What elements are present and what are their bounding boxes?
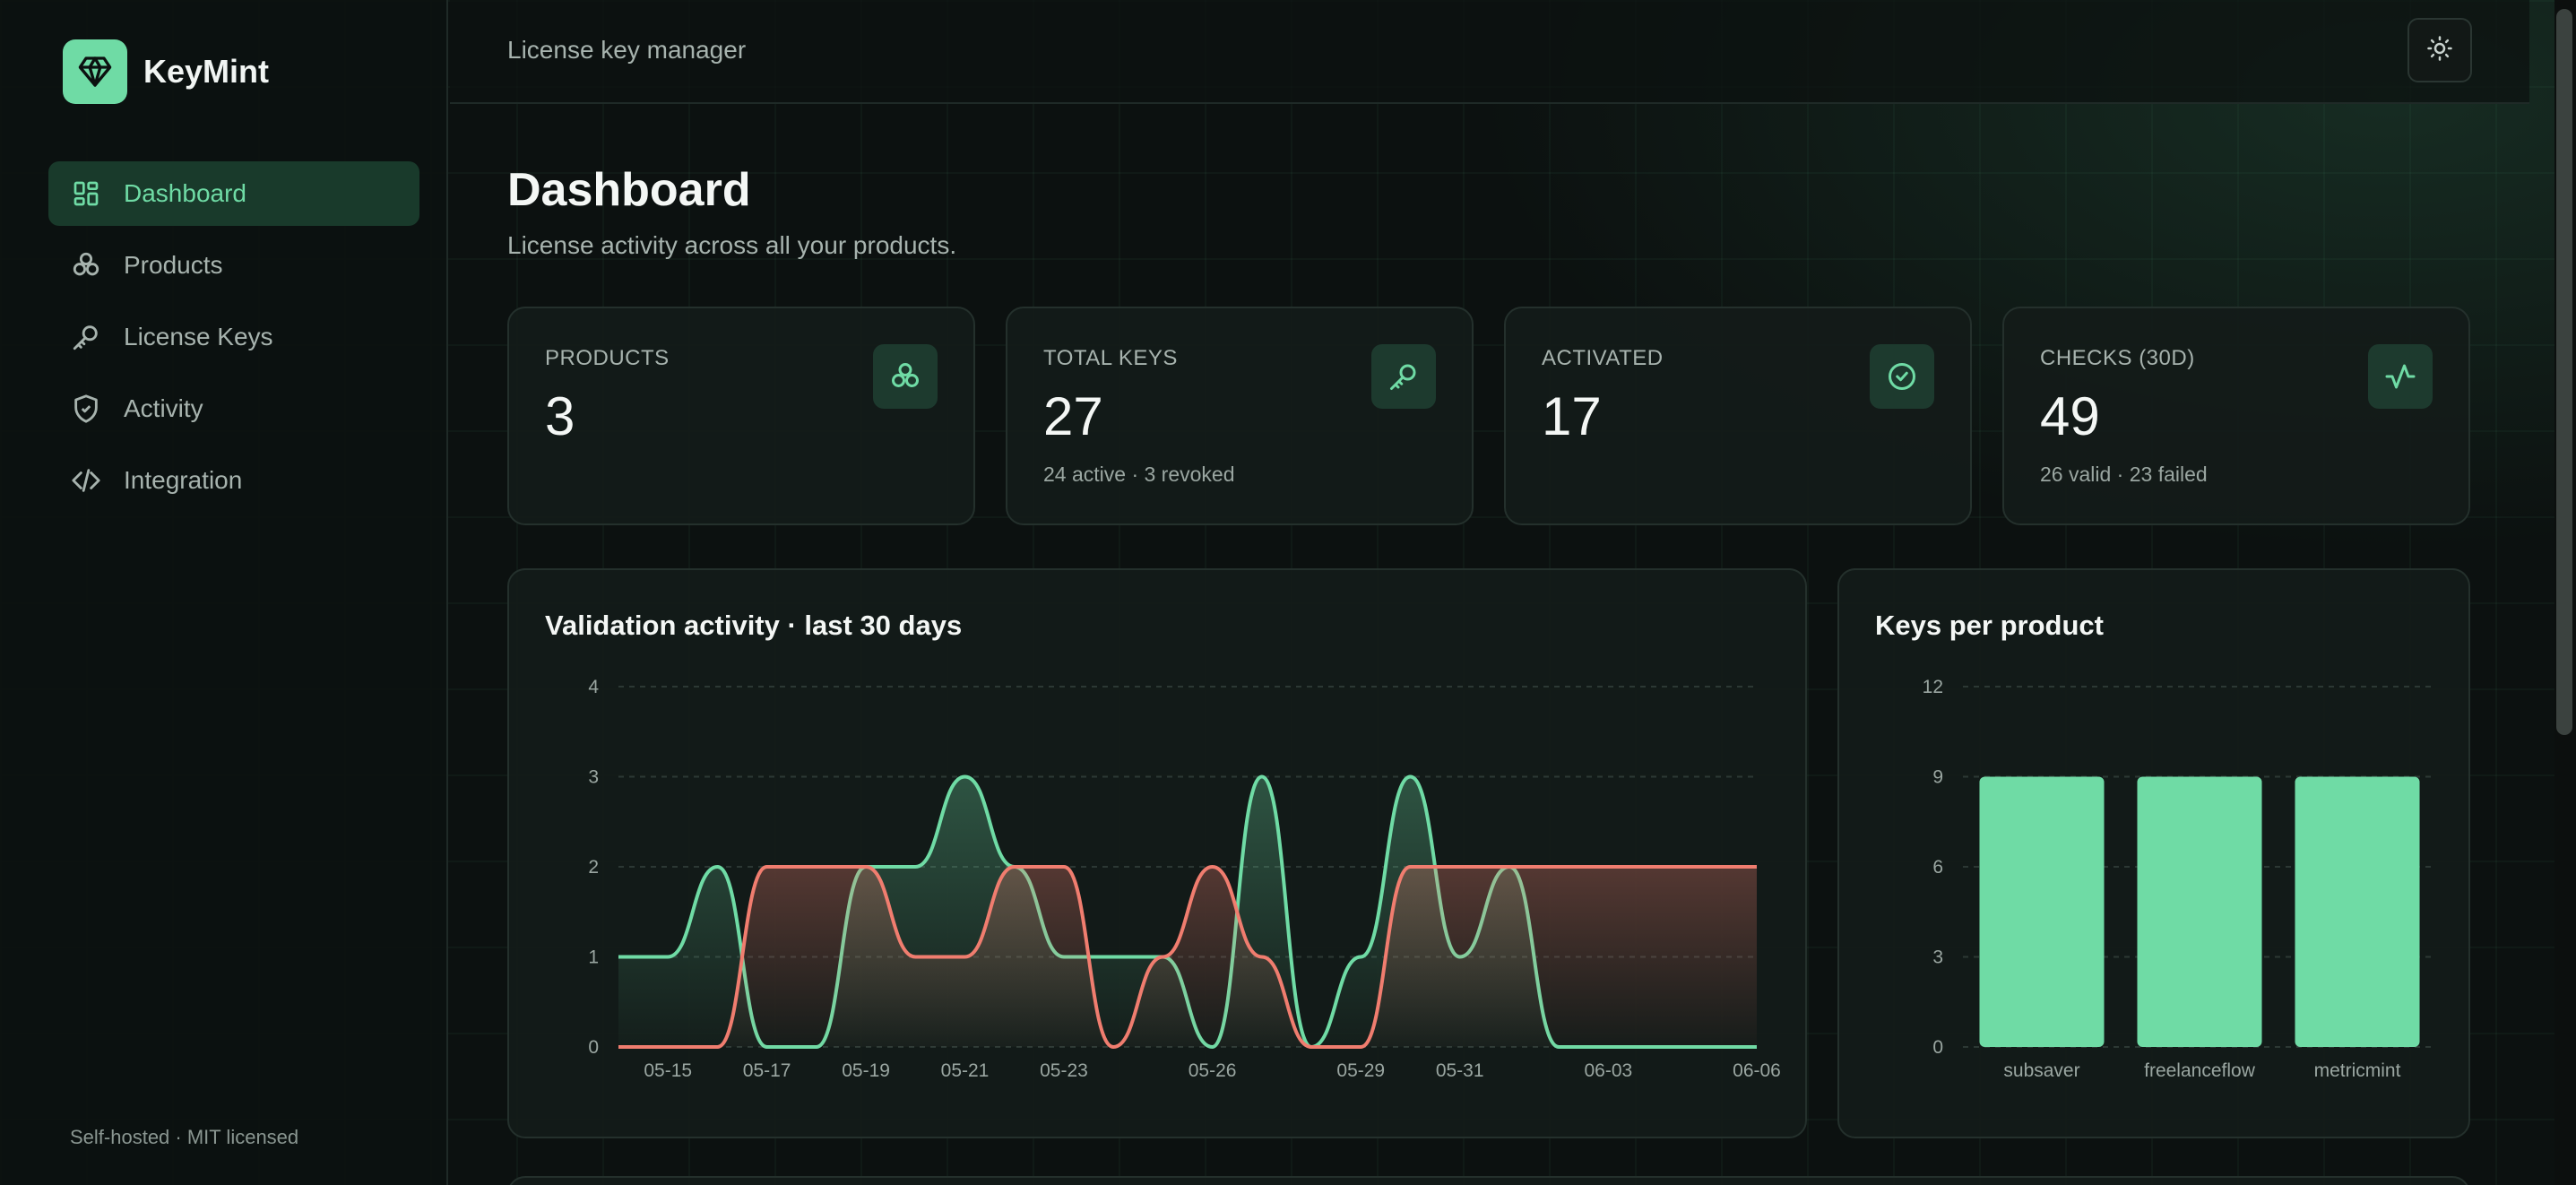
x-tick-label: 05-21 [941, 1060, 990, 1081]
stat-label: CHECKS (30D) [2040, 346, 2195, 370]
validation-activity-chart: 0 1 2 3 4 05-15 05-17 05-19 05-21 05-23 05-26 05-29… [588, 677, 1781, 1081]
sun-icon [2426, 35, 2453, 66]
x-tick-label: metricmint [2314, 1060, 2401, 1081]
stat-sub: 24 active · 3 revoked [1043, 463, 1235, 486]
y-tick-label: 9 [1932, 767, 1943, 788]
x-tick-label: 06-06 [1733, 1060, 1781, 1081]
shield-icon [70, 393, 102, 425]
bar-freelanceflow[interactable] [2137, 776, 2262, 1048]
sidebar-footer: Self-hosted · MIT licensed [70, 1126, 299, 1148]
topbar-title: License key manager [507, 36, 747, 64]
activity-icon [2368, 344, 2433, 409]
next-card [507, 1176, 2470, 1185]
validation-activity-card: Validation activity · last 30 days 0 1 2 3 4… [507, 568, 1807, 1138]
y-tick-label: 3 [588, 767, 599, 788]
sidebar-item-license-keys[interactable]: License Keys [48, 305, 419, 369]
stat-value: 3 [545, 386, 575, 446]
sidebar-item-products[interactable]: Products [48, 233, 419, 298]
x-tick-label: 05-26 [1189, 1060, 1237, 1081]
y-tick-label: 0 [588, 1037, 599, 1058]
stat-card-checks: CHECKS (30D) 49 26 valid · 23 failed [2002, 307, 2470, 525]
products-icon [70, 249, 102, 281]
stat-value: 17 [1542, 386, 1602, 446]
stat-label: ACTIVATED [1542, 346, 1664, 370]
series-line-1 [618, 864, 1757, 1050]
dashboard-icon [70, 177, 102, 210]
sidebar-item-integration[interactable]: Integration [48, 448, 419, 513]
stat-label: TOTAL KEYS [1043, 346, 1178, 370]
x-tick-label: 05-15 [644, 1060, 692, 1081]
stat-value: 49 [2040, 386, 2100, 446]
sidebar-item-activity[interactable]: Activity [48, 376, 419, 441]
page-subtitle: License activity across all your product… [507, 231, 957, 259]
x-tick-label: 05-19 [842, 1060, 890, 1081]
y-tick-label: 6 [1932, 857, 1943, 878]
x-tick-label: freelanceflow [2144, 1060, 2256, 1081]
scrollbar-thumb[interactable] [2556, 9, 2572, 735]
x-tick-label: 05-29 [1336, 1060, 1385, 1081]
y-tick-label: 0 [1932, 1037, 1943, 1058]
x-tick-label: 05-31 [1436, 1060, 1484, 1081]
check-circle-icon [1870, 344, 1934, 409]
products-icon [873, 344, 938, 409]
bar-metricmint[interactable] [2295, 776, 2420, 1048]
x-tick-label: subsaver [2003, 1060, 2079, 1081]
stat-card-total-keys: TOTAL KEYS 27 24 active · 3 revoked [1006, 307, 1474, 525]
gem-icon [63, 39, 127, 104]
y-tick-label: 2 [588, 857, 599, 878]
x-tick-label: 05-17 [743, 1060, 791, 1081]
keys-per-product-card: Keys per product 0 3 6 9 12 subsaver freelance… [1837, 568, 2470, 1138]
sidebar: KeyMint Dashboard Products License Keys … [0, 0, 448, 1185]
brand[interactable]: KeyMint [63, 39, 269, 104]
sidebar-item-label: Activity [124, 394, 203, 422]
y-tick-label: 1 [588, 947, 599, 968]
sidebar-item-label: License Keys [124, 323, 273, 350]
bar-subsaver[interactable] [1979, 776, 2105, 1048]
sidebar-item-label: Integration [124, 466, 243, 494]
chart-title: Validation activity · last 30 days [545, 610, 963, 641]
sidebar-item-label: Dashboard [124, 179, 246, 207]
page-title: Dashboard [507, 164, 751, 216]
stat-sub: 26 valid · 23 failed [2040, 463, 2208, 486]
key-icon [1371, 344, 1436, 409]
series-area-1 [618, 867, 1757, 1047]
y-tick-label: 4 [588, 677, 599, 697]
chart-title: Keys per product [1875, 610, 2104, 641]
y-tick-label: 3 [1932, 947, 1943, 968]
topbar: License key manager [450, 0, 2529, 104]
stat-label: PRODUCTS [545, 346, 670, 370]
y-tick-label: 12 [1923, 677, 1943, 697]
sidebar-item-label: Products [124, 251, 223, 279]
sidebar-nav: Dashboard Products License Keys Activity… [48, 161, 419, 520]
key-icon [70, 321, 102, 353]
brand-name: KeyMint [143, 53, 270, 90]
stat-card-activated: ACTIVATED 17 [1504, 307, 1972, 525]
stat-value: 27 [1043, 386, 1103, 446]
keys-per-product-chart: 0 3 6 9 12 subsaver freelanceflow metricmint [1923, 677, 2436, 1081]
sidebar-item-dashboard[interactable]: Dashboard [48, 161, 419, 226]
x-tick-label: 05-23 [1040, 1060, 1088, 1081]
x-tick-label: 06-03 [1584, 1060, 1632, 1081]
stat-card-products: PRODUCTS 3 [507, 307, 975, 525]
code-icon [70, 464, 102, 497]
theme-toggle-button[interactable] [2407, 18, 2472, 82]
